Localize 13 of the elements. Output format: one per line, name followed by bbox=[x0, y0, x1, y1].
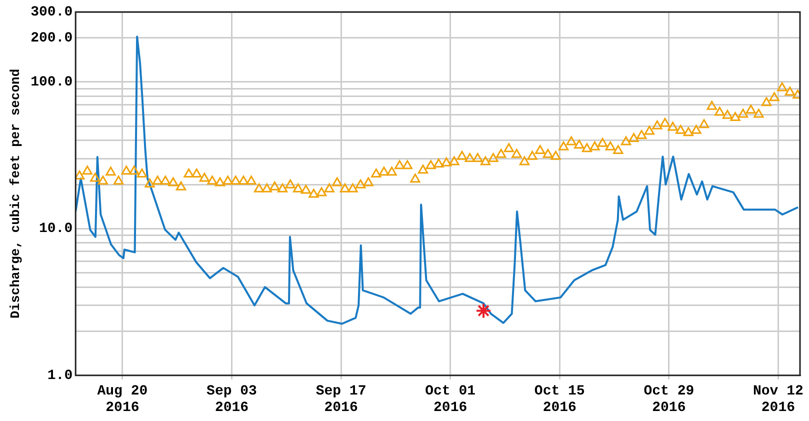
x-tick-label: Sep 17 2016 bbox=[316, 383, 366, 416]
x-tick-label: Aug 20 2016 bbox=[97, 383, 148, 416]
y-axis-title: Discharge, cubic feet per second bbox=[8, 68, 24, 319]
x-tick-label: Sep 03 2016 bbox=[206, 383, 257, 416]
x-tick-label: Nov 12 2016 bbox=[752, 383, 804, 416]
y-tick-label: 100.0 bbox=[30, 74, 73, 91]
y-tick-label: 300.0 bbox=[30, 4, 73, 21]
x-tick-label: Oct 01 2016 bbox=[425, 383, 476, 416]
y-tick-label: 10.0 bbox=[38, 221, 73, 238]
x-tick-label: Oct 29 2016 bbox=[644, 383, 694, 416]
y-tick-label: 1.0 bbox=[47, 368, 73, 384]
x-tick-label: Oct 15 2016 bbox=[534, 383, 585, 416]
y-tick-label: 200.0 bbox=[30, 30, 73, 46]
